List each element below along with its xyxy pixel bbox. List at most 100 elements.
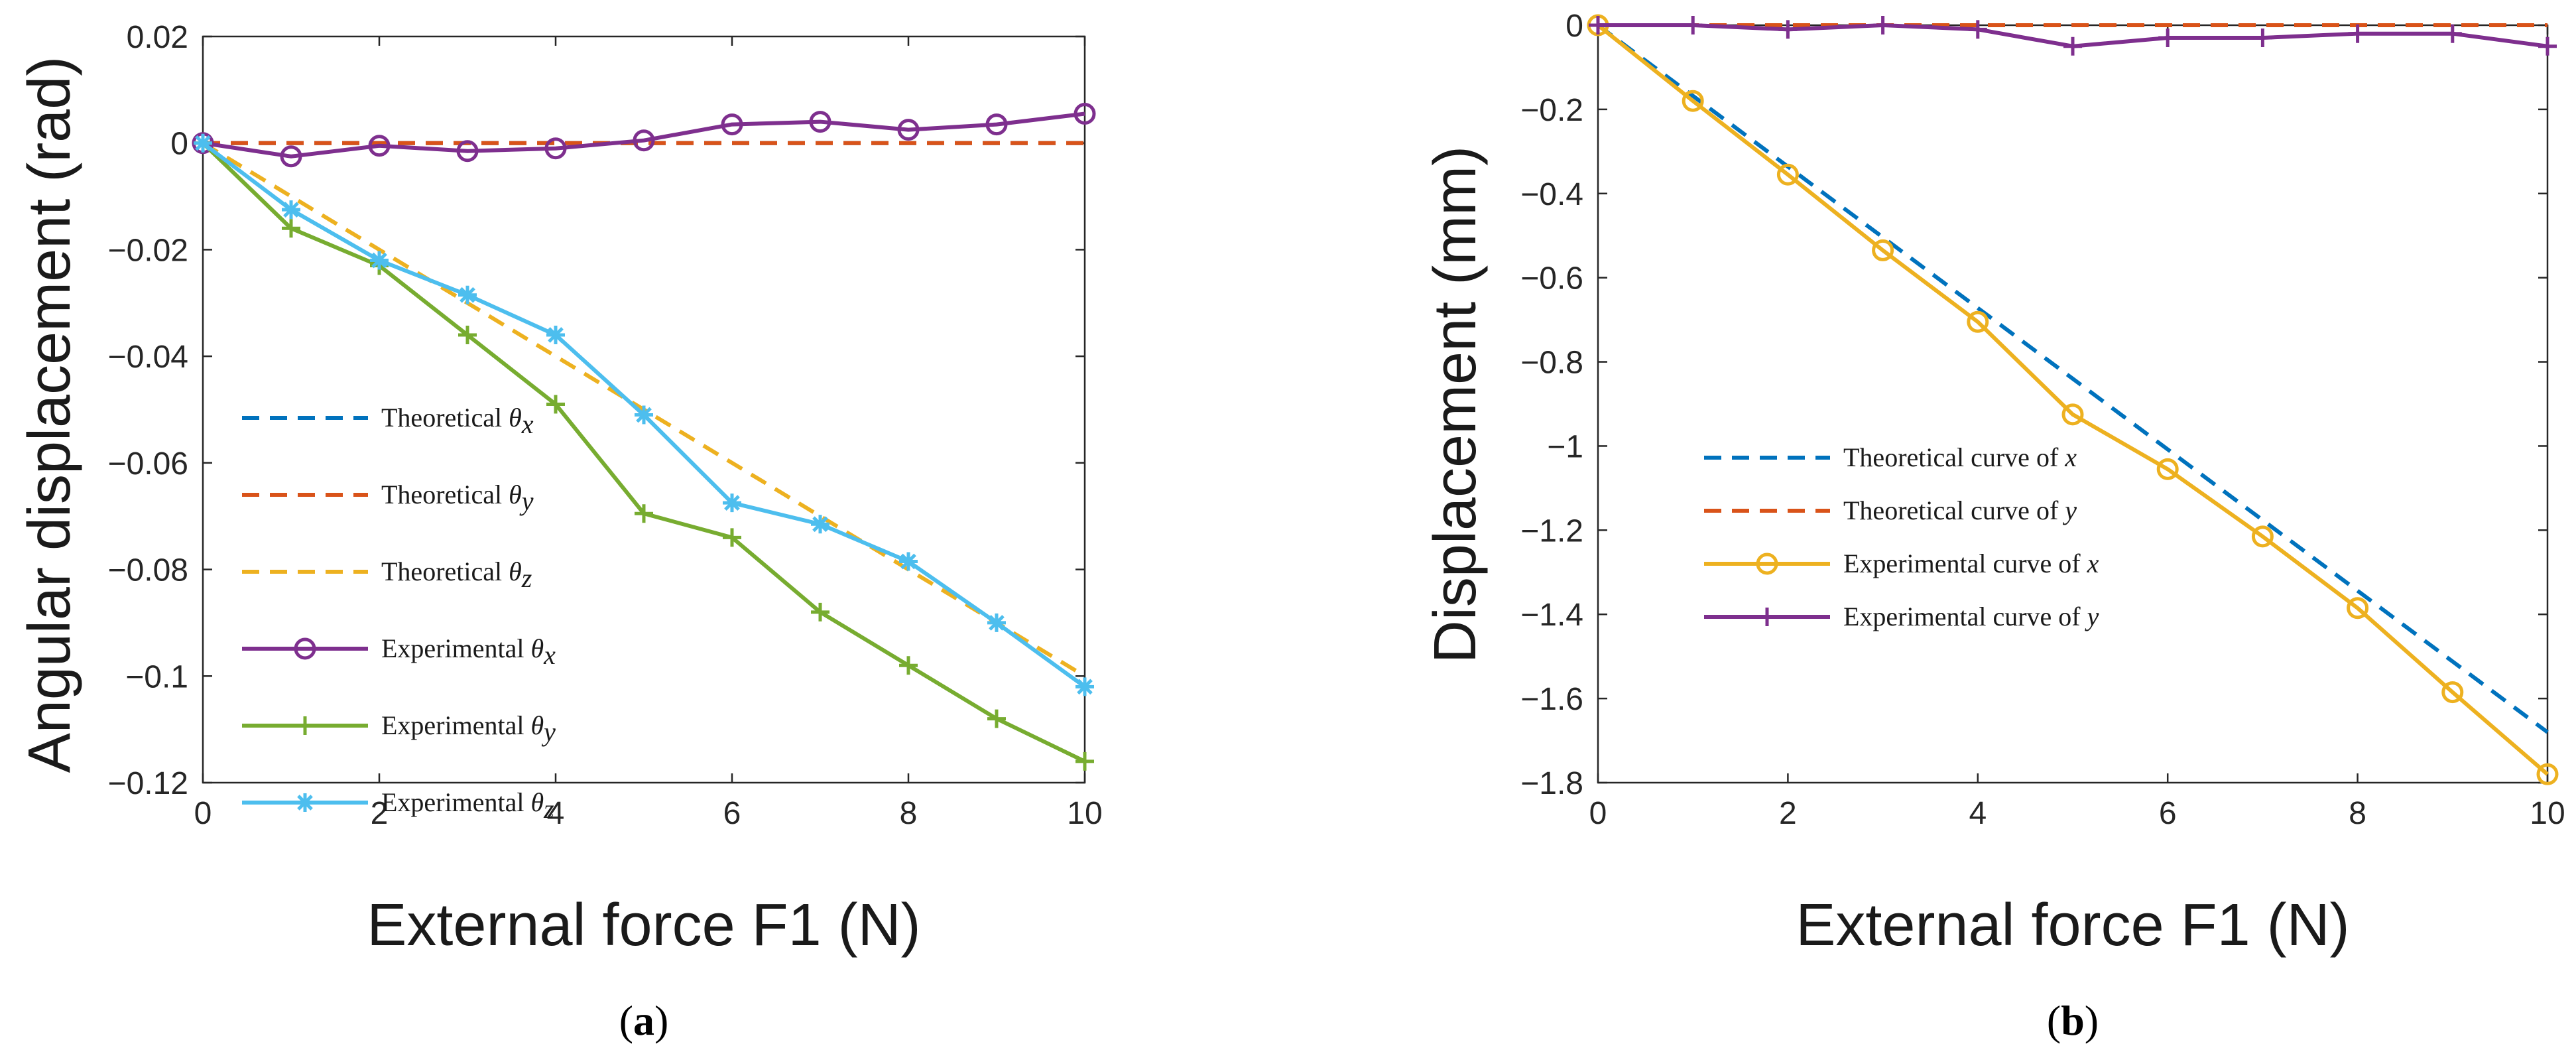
data-point (899, 552, 918, 571)
x-tick-label: 8 (900, 796, 918, 831)
x-tick-label: 2 (371, 796, 389, 831)
legend-entry: Theoretical curve of y (1704, 495, 2077, 525)
data-point (458, 326, 477, 344)
data-point (2538, 36, 2557, 56)
data-point (985, 113, 1008, 136)
legend-label: Experimental curve of y (1843, 602, 2099, 631)
y-tick-label: −0.4 (1520, 177, 1583, 212)
data-point (2536, 763, 2559, 785)
chart-a-legend: Theoretical θx Theoretical θy Theoretical … (242, 403, 556, 824)
y-tick-label: 0 (170, 127, 188, 162)
data-point (987, 613, 1006, 632)
series-purple (1589, 16, 2557, 56)
y-tick-label: −1 (1547, 429, 1583, 464)
legend-entry: Experimental θx (242, 633, 556, 670)
data-point (458, 285, 477, 304)
svg-text:(b): (b) (2047, 997, 2099, 1044)
y-tick-label: 0 (1565, 9, 1583, 44)
legend-entry: Experimental θy (242, 710, 556, 747)
data-point (1872, 239, 1894, 261)
y-tick-label: −1.6 (1520, 682, 1583, 717)
x-tick-label: 8 (2349, 796, 2366, 831)
data-point (723, 528, 741, 547)
data-point (899, 656, 918, 675)
data-point (1968, 20, 1987, 39)
x-tick-label: 10 (2530, 796, 2565, 831)
chart-b-y-axis-label: Displacement (mm) (1422, 146, 1489, 663)
chart-a-tick-labels: 0 2 4 6 8 10 0.02 0 −0.02 −0.04 −0.06 −0.08 −0.1 −0.1… (108, 20, 1103, 831)
data-point (282, 200, 300, 220)
data-point (546, 395, 565, 414)
data-point (721, 113, 743, 136)
data-point (635, 405, 653, 424)
y-tick-label: 0.02 (127, 20, 188, 55)
chart-a-x-axis-label: External force F1 (N) (367, 892, 920, 958)
chart-a-panel-label: (a) (619, 997, 669, 1044)
y-tick-label: −0.02 (108, 233, 188, 268)
legend-entry: Theoretical curve of x (1704, 442, 2077, 472)
legend-entry: Experimental curve of x (1704, 549, 2099, 578)
legend-label: Theoretical θx (381, 403, 534, 439)
y-tick-label: −1.2 (1520, 513, 1583, 549)
data-point (897, 119, 920, 141)
legend-entry: Experimental curve of y (1704, 602, 2099, 631)
data-point (2063, 36, 2082, 56)
data-point (2348, 24, 2367, 43)
y-tick-label: −1.4 (1520, 598, 1583, 633)
legend-entry: Theoretical θx (242, 403, 534, 439)
legend-entry: Theoretical θz (242, 556, 532, 593)
data-point (370, 251, 389, 270)
data-point (987, 709, 1006, 728)
legend-label: Experimental θy (381, 710, 556, 747)
y-tick-label: −0.6 (1520, 261, 1583, 296)
x-tick-label: 4 (547, 796, 565, 831)
y-tick-label: −0.8 (1520, 346, 1583, 381)
data-point (2158, 29, 2177, 48)
x-tick-label: 2 (1779, 796, 1797, 831)
x-tick-label: 6 (2159, 796, 2177, 831)
legend-label: Theoretical θz (381, 556, 532, 593)
data-point (809, 111, 831, 133)
data-point (2251, 525, 2274, 548)
y-tick-label: −0.2 (1520, 93, 1583, 128)
x-tick-label: 4 (1969, 796, 1987, 831)
data-point (1075, 751, 1094, 771)
data-point (2253, 29, 2272, 48)
x-tick-label: 0 (194, 796, 212, 831)
series-purple (192, 103, 1096, 168)
chart-b-tick-labels: 0 2 4 6 8 10 0 −0.2 −0.4 −0.6 −0.8 −1 −1.2 −1.4 −1.6 −1… (1520, 9, 2565, 831)
legend-marker (296, 716, 314, 735)
data-point (1684, 16, 1703, 34)
y-tick-label: −0.06 (108, 446, 188, 482)
x-tick-label: 10 (1067, 796, 1102, 831)
chart-a-ticks (202, 35, 1086, 784)
y-tick-label: −0.1 (125, 659, 188, 694)
legend-label: Theoretical θy (381, 480, 534, 516)
legend-label: Theoretical curve of y (1843, 495, 2077, 525)
series-yellow (1587, 14, 2559, 785)
data-point (635, 504, 653, 523)
legend-label: Experimental θz (381, 787, 554, 824)
data-point (723, 493, 741, 513)
legend-marker (1758, 608, 1776, 626)
data-point (1073, 103, 1096, 125)
data-point (2441, 681, 2464, 704)
legend-marker (1756, 553, 1778, 575)
data-point (546, 326, 565, 344)
chart-b-legend: Theoretical curve of x Theoretical curve … (1704, 442, 2099, 631)
data-point (456, 140, 479, 163)
data-point (2156, 458, 2179, 480)
chart-b: 0 2 4 6 8 10 0 −0.2 −0.4 −0.6 −0.8 −1 −1.2 −1.4 −1.6 −1… (1422, 9, 2565, 1044)
data-point (1873, 16, 1892, 34)
data-point (1967, 310, 1989, 333)
y-tick-label: −0.12 (108, 766, 188, 801)
chart-b-panel-label: (b) (2047, 997, 2099, 1044)
data-point (2347, 597, 2369, 620)
legend-marker (296, 793, 314, 812)
chart-a-series (192, 103, 1096, 771)
data-point (1075, 677, 1094, 696)
legend-label: Theoretical curve of x (1843, 442, 2077, 472)
legend-label: Experimental θx (381, 633, 556, 670)
series-cyan (194, 133, 1094, 696)
